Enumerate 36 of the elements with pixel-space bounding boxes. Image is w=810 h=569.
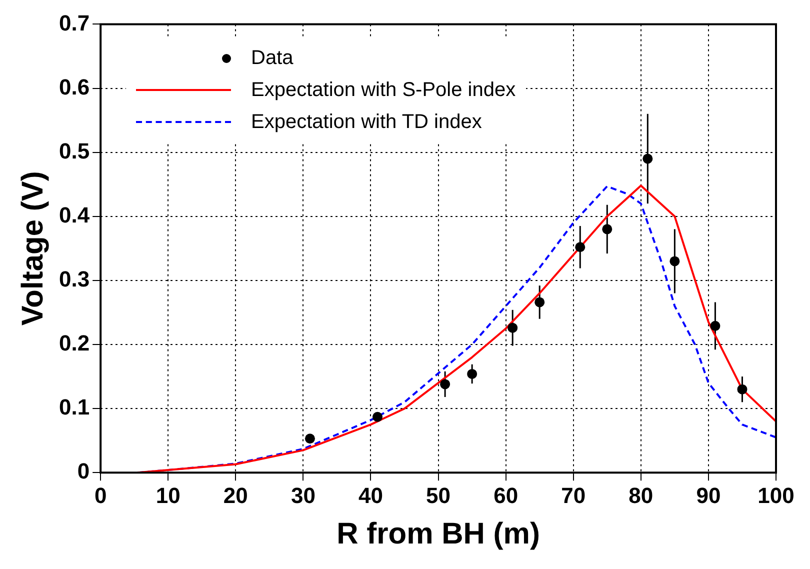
point (737, 384, 748, 394)
point (508, 322, 518, 333)
point (642, 154, 653, 164)
point (670, 256, 680, 266)
x-tick-label: 70 (561, 482, 586, 508)
y-tick-label: 0.3 (58, 266, 90, 292)
y-tick-label: 0.7 (58, 10, 90, 36)
point (304, 434, 315, 444)
x-axis-title: R from BH (m) (336, 517, 540, 550)
x-tick-label: 0 (94, 482, 107, 508)
point (710, 320, 720, 331)
x-tick-label: 80 (628, 482, 654, 508)
y-axis-title: Voltage (V) (16, 171, 50, 326)
x-tick-label: 90 (696, 482, 721, 508)
y-tick-label: 0.1 (58, 394, 90, 420)
x-tick-label: 10 (156, 482, 180, 508)
legend-label: Expectation with S-Pole index (251, 78, 516, 102)
x-tick-label: 60 (494, 482, 518, 508)
legend-label: Data (251, 46, 294, 70)
x-tick-label: 30 (290, 482, 316, 508)
point (467, 368, 478, 379)
x-tick-label: 50 (426, 482, 451, 508)
point (602, 224, 612, 234)
point (372, 412, 383, 422)
y-tick-label: 0 (77, 458, 90, 484)
y-tick-label: 0.6 (58, 74, 90, 100)
point (534, 297, 545, 308)
legend-label: Expectation with TD index (251, 110, 482, 134)
point (440, 379, 450, 390)
y-tick-label: 0.4 (58, 202, 90, 228)
x-tick-label: 20 (223, 482, 248, 508)
point (575, 242, 586, 252)
y-tick-label: 0.5 (58, 138, 90, 164)
x-tick-label: 100 (758, 482, 794, 508)
y-tick-label: 0.2 (58, 330, 90, 356)
x-tick-label: 40 (358, 482, 383, 508)
